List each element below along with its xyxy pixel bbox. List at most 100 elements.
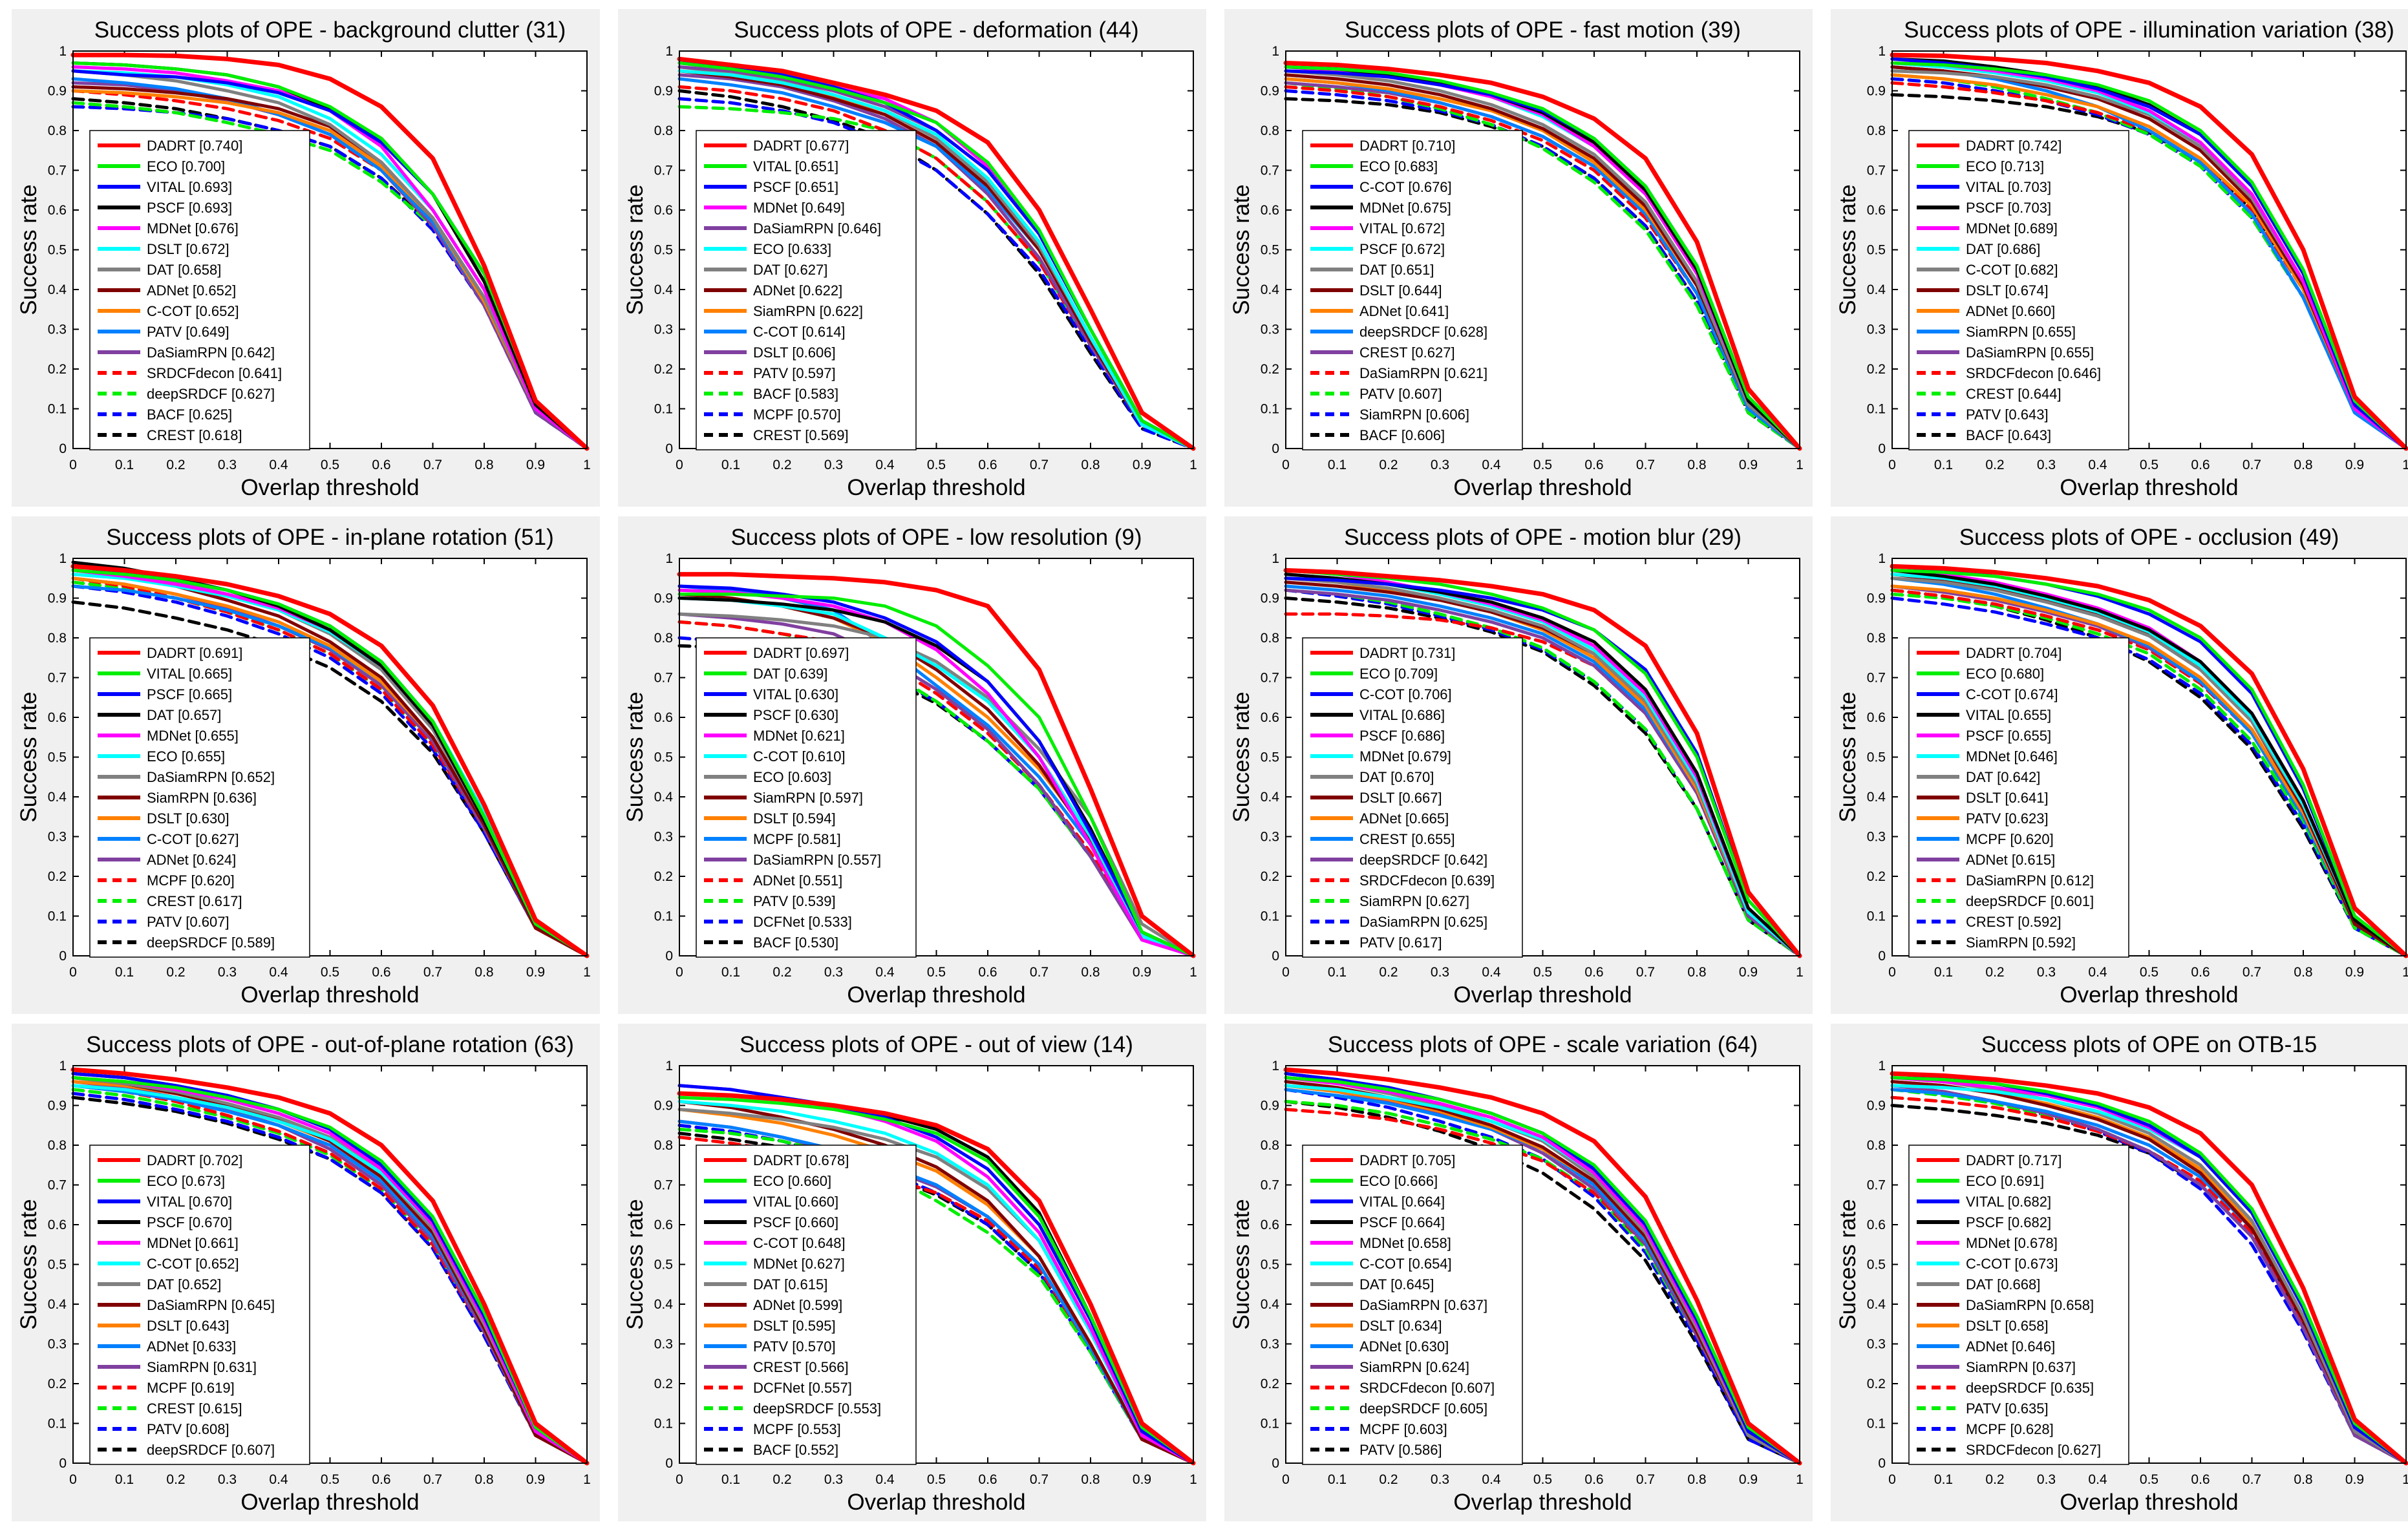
y-tick-label: 0.7 bbox=[1867, 164, 1886, 178]
y-tick-label: 0 bbox=[1878, 441, 1886, 456]
y-tick-label: 1 bbox=[1272, 44, 1279, 59]
chart-svg: Success plots of OPE - occlusion (49) 0 0.… bbox=[1831, 516, 2408, 1014]
series-line-mcpf bbox=[677, 97, 1195, 450]
y-tick-label: 0.8 bbox=[48, 631, 67, 646]
legend-entry: ECO [0.683] bbox=[1359, 158, 1438, 174]
legend-entry: PATV [0.608] bbox=[147, 1421, 229, 1437]
series-line-dadrt bbox=[677, 1091, 1196, 1466]
legend-entry: DaSiamRPN [0.642] bbox=[147, 344, 275, 361]
y-tick-label: 0.4 bbox=[654, 1297, 674, 1312]
chart-title: Success plots of OPE - background clutte… bbox=[94, 17, 566, 43]
chart-svg: Success plots of OPE - background clutte… bbox=[12, 9, 600, 507]
x-tick-label: 0.2 bbox=[166, 1472, 185, 1487]
x-axis-label: Overlap threshold bbox=[2060, 475, 2238, 500]
legend-entry: DaSiamRPN [0.652] bbox=[147, 769, 275, 785]
y-tick-label: 0.7 bbox=[1867, 671, 1886, 686]
x-tick-label: 0 bbox=[676, 1472, 683, 1487]
y-tick-label: 0.7 bbox=[1261, 164, 1279, 178]
legend-entry: ECO [0.680] bbox=[1966, 666, 2044, 682]
x-tick-label: 0.1 bbox=[721, 965, 740, 980]
y-tick-label: 0.9 bbox=[48, 591, 67, 606]
y-tick-label: 0.7 bbox=[1867, 1178, 1886, 1193]
x-tick-label: 0.6 bbox=[978, 1472, 997, 1487]
x-tick-label: 0.3 bbox=[218, 965, 237, 980]
legend-entry: DaSiamRPN [0.612] bbox=[1966, 872, 2094, 889]
legend-entry: C-COT [0.614] bbox=[753, 324, 846, 340]
legend-entry: MCPF [0.619] bbox=[147, 1380, 235, 1396]
y-tick-label: 0.1 bbox=[654, 909, 673, 924]
series-line-adnet bbox=[677, 620, 1195, 958]
x-tick-label: 0.3 bbox=[2037, 458, 2056, 472]
y-tick-label: 0.7 bbox=[1261, 1178, 1279, 1193]
y-tick-label: 0.6 bbox=[654, 203, 673, 218]
legend-entry: BACF [0.625] bbox=[147, 407, 232, 423]
y-tick-label: 0.4 bbox=[48, 790, 67, 805]
y-tick-label: 0 bbox=[59, 1456, 67, 1471]
y-tick-label: 1 bbox=[59, 44, 67, 59]
x-tick-label: 0.7 bbox=[1030, 458, 1049, 472]
axes-frame bbox=[1285, 50, 1800, 449]
chart-svg: Success plots of OPE - scale variation (… bbox=[1224, 1024, 1813, 1521]
series-line-dadrt bbox=[70, 1067, 590, 1466]
legend-entry: DaSiamRPN [0.645] bbox=[147, 1297, 275, 1313]
y-tick-label: 0.5 bbox=[654, 1258, 673, 1272]
legend-entry: DADRT [0.704] bbox=[1966, 645, 2062, 661]
chart-title: Success plots of OPE - out-of-plane rota… bbox=[86, 1032, 574, 1057]
legend-entry: PATV [0.623] bbox=[1966, 810, 2049, 827]
y-tick-label: 0.9 bbox=[48, 84, 67, 99]
y-tick-label: 0.3 bbox=[48, 322, 67, 337]
x-tick-label: 0.3 bbox=[1431, 1472, 1449, 1487]
y-tick-label: 0.2 bbox=[654, 1377, 673, 1391]
y-axis-label: Success rate bbox=[623, 692, 648, 822]
legend-entry: PSCF [0.660] bbox=[753, 1214, 838, 1230]
legend-entry: DADRT [0.677] bbox=[753, 138, 849, 154]
x-tick-label: 0 bbox=[1888, 458, 1896, 472]
legend-entry: CREST [0.644] bbox=[1966, 386, 2062, 402]
legend-entry: ADNet [0.660] bbox=[1966, 303, 2055, 319]
x-tick-label: 0.3 bbox=[824, 1472, 843, 1487]
x-axis-label: Overlap threshold bbox=[2060, 1490, 2238, 1515]
legend-entry: deepSRDCF [0.628] bbox=[1359, 324, 1487, 340]
y-tick-label: 0.1 bbox=[1867, 402, 1886, 417]
legend-entry: PSCF [0.682] bbox=[1966, 1214, 2051, 1230]
series-line-vital bbox=[677, 61, 1195, 450]
x-tick-label: 0.4 bbox=[2088, 965, 2107, 980]
y-tick-label: 0.2 bbox=[654, 362, 673, 377]
y-tick-label: 0.3 bbox=[1261, 322, 1279, 337]
legend-entry: MCPF [0.553] bbox=[753, 1421, 841, 1437]
chart-title: Success plots of OPE - occlusion (49) bbox=[1959, 525, 2339, 550]
chart-title: Success plots of OPE - illumination vari… bbox=[1904, 17, 2394, 43]
y-tick-label: 0.1 bbox=[1867, 909, 1886, 924]
x-tick-label: 0.3 bbox=[824, 965, 843, 980]
legend-entry: DSLT [0.643] bbox=[147, 1318, 229, 1334]
x-tick-label: 0.7 bbox=[1636, 1472, 1655, 1487]
legend-entry: PSCF [0.672] bbox=[1359, 241, 1445, 257]
chart-svg: Success plots of OPE on OTB-15 0 0.1 0.2 0.3… bbox=[1831, 1024, 2408, 1521]
x-tick-label: 0.6 bbox=[2191, 458, 2210, 472]
chart-panel: Success plots of OPE - occlusion (49) 0 0.… bbox=[1831, 516, 2408, 1014]
y-tick-label: 0 bbox=[665, 1456, 673, 1471]
x-tick-label: 0 bbox=[1282, 1472, 1290, 1487]
x-tick-label: 0.2 bbox=[1379, 965, 1398, 980]
y-tick-label: 1 bbox=[665, 551, 673, 566]
series-line-vital bbox=[677, 1084, 1195, 1465]
x-tick-label: 0.9 bbox=[2345, 1472, 2364, 1487]
x-tick-label: 0.3 bbox=[2037, 965, 2056, 980]
x-tick-label: 0.5 bbox=[321, 458, 339, 472]
legend-entry: DSLT [0.594] bbox=[753, 810, 836, 827]
x-axis-label: Overlap threshold bbox=[1453, 982, 1632, 1008]
legend-entry: C-COT [0.673] bbox=[1966, 1256, 2058, 1272]
x-tick-label: 1 bbox=[583, 1472, 591, 1487]
x-tick-label: 0.4 bbox=[1482, 1472, 1501, 1487]
axes-frame bbox=[72, 1065, 588, 1464]
legend-entry: ADNet [0.615] bbox=[1966, 852, 2055, 868]
y-tick-label: 0.1 bbox=[48, 1417, 67, 1431]
y-tick-label: 0.4 bbox=[1867, 1297, 1886, 1312]
y-axis-label: Success rate bbox=[1229, 1199, 1254, 1329]
x-tick-label: 0.7 bbox=[2243, 1472, 2261, 1487]
series-line-dat bbox=[677, 592, 1195, 958]
y-tick-label: 0.4 bbox=[654, 282, 674, 297]
series-line-eco bbox=[1890, 1076, 2408, 1465]
x-tick-label: 0.8 bbox=[474, 1472, 493, 1487]
legend-entry: DCFNet [0.557] bbox=[753, 1380, 852, 1396]
